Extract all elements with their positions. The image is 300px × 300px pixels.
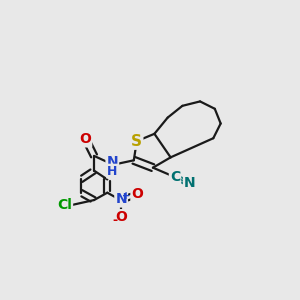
Text: C: C [170, 170, 180, 184]
Text: -: - [112, 214, 117, 227]
Text: S: S [131, 134, 142, 149]
Text: O: O [79, 132, 91, 146]
Text: N: N [184, 176, 196, 190]
Text: N: N [115, 193, 127, 206]
Text: +: + [122, 190, 130, 201]
Text: H: H [107, 165, 118, 178]
Text: Cl: Cl [57, 198, 72, 212]
Text: O: O [131, 188, 143, 202]
Text: N: N [106, 155, 118, 170]
Text: O: O [116, 210, 128, 224]
